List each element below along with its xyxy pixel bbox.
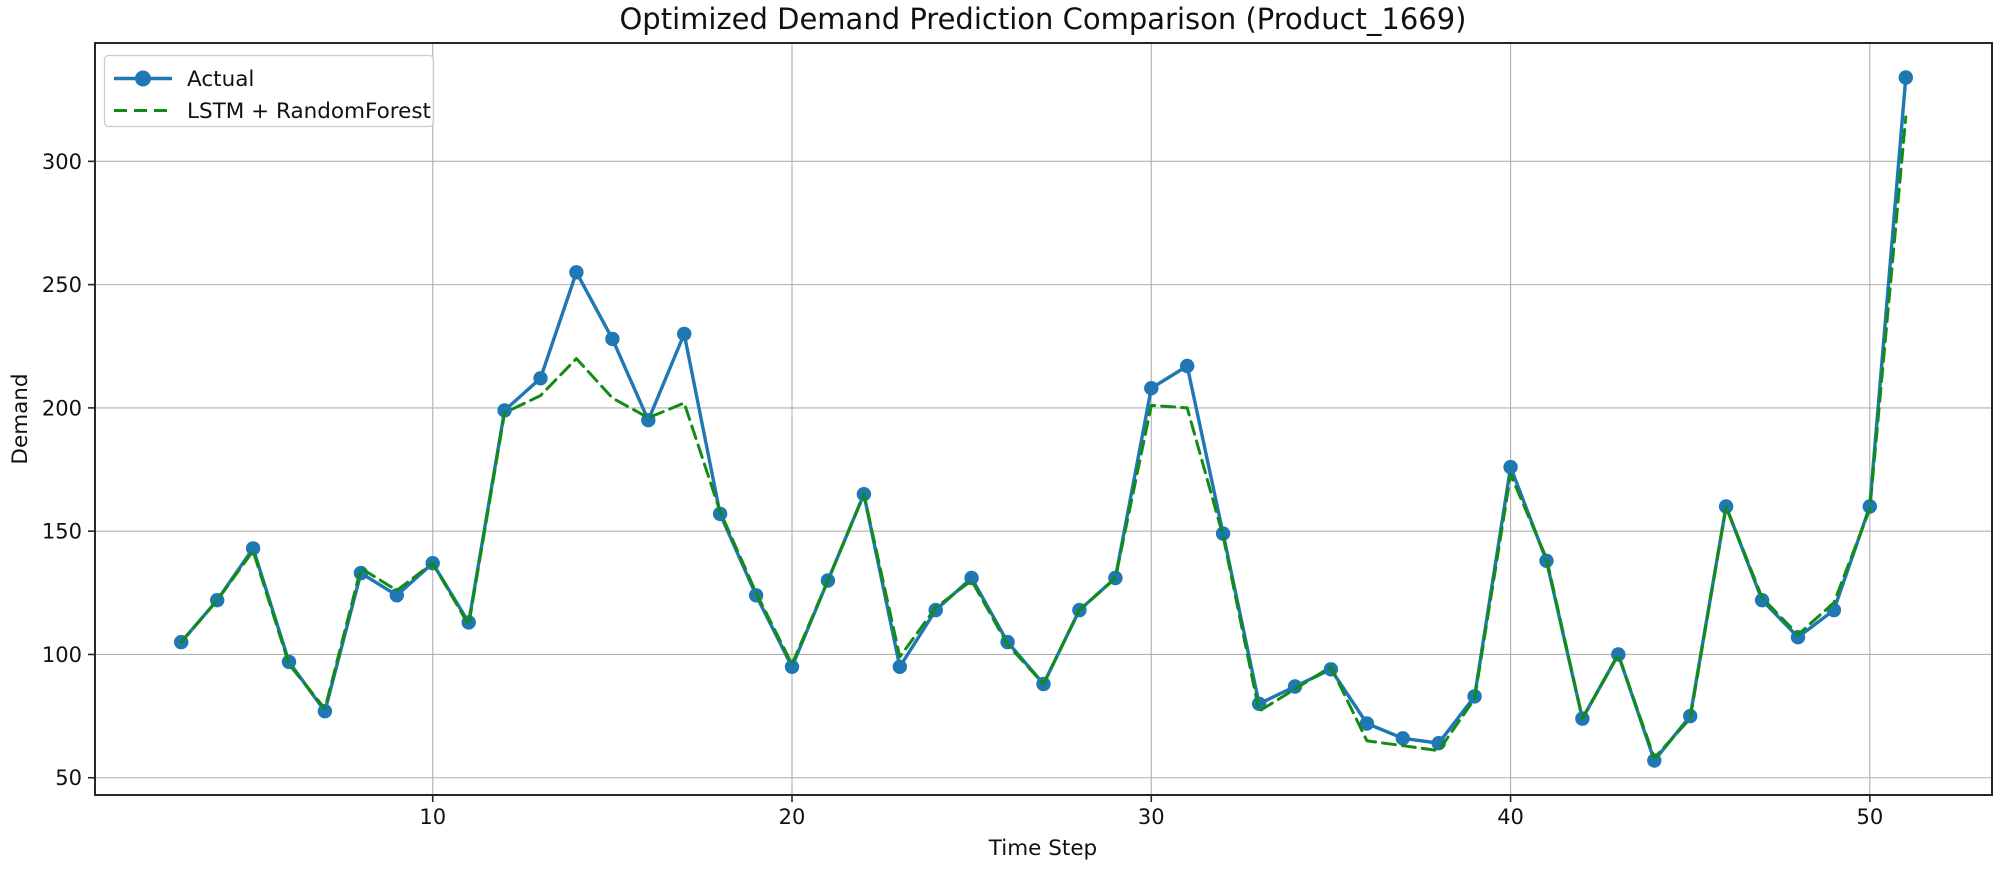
legend-marker-actual-icon [135, 70, 151, 87]
data-point-actual [677, 326, 692, 342]
data-point-actual [1503, 459, 1518, 475]
y-tick-label-200: 200 [42, 396, 82, 420]
data-point-actual [245, 541, 261, 556]
series-line-actual [179, 75, 1908, 763]
data-point-actual [605, 331, 620, 347]
series-layer [174, 70, 1914, 768]
data-point-actual [892, 659, 907, 674]
data-point-actual [533, 371, 548, 386]
legend-label-predicted: LSTM + RandomForest [187, 99, 431, 124]
data-point-actual [569, 265, 584, 280]
data-point-actual [317, 704, 333, 719]
legend: Actual LSTM + RandomForest [103, 54, 435, 128]
data-point-actual [1215, 526, 1231, 541]
x-axis-label: Time Step [988, 836, 1097, 861]
data-point-actual [1287, 679, 1303, 694]
data-point-actual [1754, 593, 1770, 608]
x-tick-label-10: 10 [419, 805, 446, 829]
x-tick-label-50: 50 [1856, 805, 1883, 829]
grid-layer [95, 43, 1992, 795]
plot-border [94, 42, 1993, 796]
x-tick-label-20: 20 [779, 805, 806, 829]
x-tick-label-30: 30 [1138, 805, 1165, 829]
legend-frame [103, 54, 435, 128]
data-point-actual [1898, 70, 1914, 85]
y-axis-label: Demand [8, 373, 33, 464]
data-point-actual [784, 659, 800, 674]
data-point-actual [1826, 602, 1842, 618]
y-tick-label-50: 50 [55, 766, 82, 790]
y-tick-label-150: 150 [42, 520, 82, 544]
data-point-actual [1359, 716, 1375, 731]
data-point-actual [1647, 753, 1662, 768]
tick-layer: 10 20 30 40 50 50 100 150 200 250 300 [42, 150, 1883, 829]
data-point-actual [1395, 731, 1411, 746]
data-point-actual [389, 588, 404, 603]
y-tick-label-300: 300 [42, 150, 82, 174]
data-point-actual [1180, 358, 1195, 374]
series-line-lstm-randomforest [179, 115, 1908, 760]
y-tick-label-250: 250 [42, 273, 82, 297]
data-point-actual [497, 403, 512, 418]
x-tick-label-40: 40 [1497, 805, 1524, 829]
chart-title: Optimized Demand Prediction Comparison (… [619, 2, 1466, 36]
data-point-actual [1144, 381, 1159, 396]
data-point-actual [1611, 647, 1626, 662]
legend-label-actual: Actual [187, 67, 254, 92]
y-tick-label-100: 100 [42, 643, 82, 667]
data-point-actual [1790, 630, 1806, 645]
